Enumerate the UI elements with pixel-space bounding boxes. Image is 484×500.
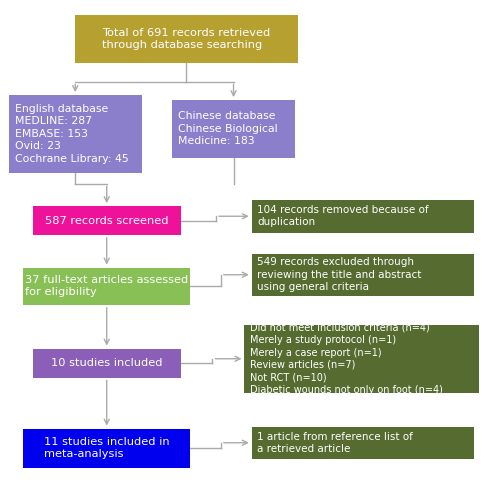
Text: 1 article from reference list of
a retrieved article: 1 article from reference list of a retri… bbox=[257, 432, 413, 454]
FancyBboxPatch shape bbox=[23, 428, 190, 468]
FancyBboxPatch shape bbox=[172, 100, 295, 158]
FancyBboxPatch shape bbox=[252, 200, 474, 232]
FancyBboxPatch shape bbox=[75, 15, 298, 62]
FancyBboxPatch shape bbox=[23, 268, 190, 305]
FancyBboxPatch shape bbox=[252, 426, 474, 459]
Text: English database
MEDLINE: 287
EMBASE: 153
Ovid: 23
Cochrane Library: 45: English database MEDLINE: 287 EMBASE: 15… bbox=[15, 104, 128, 164]
FancyBboxPatch shape bbox=[33, 206, 181, 235]
Text: 549 records excluded through
reviewing the title and abstract
using general crit: 549 records excluded through reviewing t… bbox=[257, 258, 422, 292]
Text: 37 full-text articles assessed
for eligibility: 37 full-text articles assessed for eligi… bbox=[25, 275, 188, 297]
FancyBboxPatch shape bbox=[244, 325, 479, 392]
Text: 104 records removed because of
duplication: 104 records removed because of duplicati… bbox=[257, 205, 429, 228]
Text: 11 studies included in
meta-analysis: 11 studies included in meta-analysis bbox=[44, 437, 169, 459]
Text: 587 records screened: 587 records screened bbox=[45, 216, 168, 226]
FancyBboxPatch shape bbox=[9, 95, 142, 172]
Text: Did not meet inclusion criteria (n=4)
Merely a study protocol (n=1)
Merely a cas: Did not meet inclusion criteria (n=4) Me… bbox=[250, 323, 443, 395]
Text: Total of 691 records retrieved
through database searching: Total of 691 records retrieved through d… bbox=[102, 28, 271, 50]
FancyBboxPatch shape bbox=[33, 348, 181, 378]
Text: Chinese database
Chinese Biological
Medicine: 183: Chinese database Chinese Biological Medi… bbox=[178, 112, 277, 146]
Text: 10 studies included: 10 studies included bbox=[51, 358, 163, 368]
FancyBboxPatch shape bbox=[252, 254, 474, 296]
